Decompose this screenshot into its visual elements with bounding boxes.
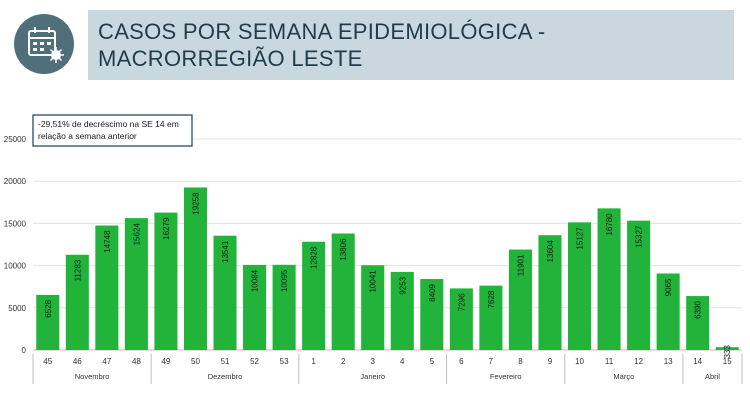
y-tick-label: 15000 [4,219,27,228]
bar [36,294,60,350]
x-tick-label: 52 [250,357,259,366]
bar [656,273,680,350]
annotation-box [32,114,193,147]
bar [479,285,503,350]
value-label: 6528 [44,299,53,317]
bar [302,241,326,350]
x-tick-label: 2 [341,357,346,366]
value-label: 10041 [369,270,378,293]
value-label: 6390 [694,301,703,319]
x-tick-label: 45 [43,357,52,366]
y-tick-label: 25000 [4,135,27,144]
value-label: 8409 [428,283,437,301]
value-label: 333 [723,345,732,359]
bar [538,235,562,350]
bar [243,264,267,350]
value-label: 11901 [516,254,525,276]
bar [124,218,148,350]
x-tick-label: 53 [280,357,289,366]
x-tick-label: 7 [489,357,494,366]
value-label: 9065 [664,278,673,296]
bar [65,254,89,350]
x-tick-label: 49 [161,357,170,366]
x-tick-label: 47 [102,357,111,366]
bar [331,233,355,350]
bar [183,187,208,350]
x-tick-label: 51 [221,357,230,366]
x-tick-label: 12 [634,357,643,366]
x-tick-label: 46 [73,357,82,366]
month-label: Dezembro [208,372,243,381]
x-tick-label: 11 [605,357,614,366]
bar [154,212,178,350]
bar [567,222,592,350]
month-label: Janeiro [360,372,385,381]
bar [686,296,710,350]
x-tick-label: 4 [400,357,405,366]
value-label: 12828 [310,246,319,269]
x-tick-label: 14 [693,357,702,366]
month-label: Fevereiro [490,372,522,381]
bar [95,225,119,350]
bar [715,347,739,350]
value-label: 14748 [103,230,112,253]
x-tick-label: 3 [371,357,376,366]
x-tick-label: 50 [191,357,200,366]
x-tick-label: 1 [311,357,316,366]
x-tick-label: 6 [459,357,464,366]
x-tick-label: 8 [518,357,523,366]
annotation-line-1: -29,51% de decréscimo na SE 14 em [38,119,179,129]
value-label: 16279 [162,217,171,240]
title-line-2: MACRORREGIÃO LESTE [98,46,363,71]
bar [449,288,473,350]
value-label: 16780 [605,213,614,236]
bar [390,271,414,350]
x-tick-label: 5 [430,357,435,366]
title-line-1: CASOS POR SEMANA EPIDEMIOLÓGICA - [98,19,546,44]
y-tick-label: 5000 [8,304,26,313]
bar [597,208,621,350]
value-label: 13541 [221,240,230,263]
value-label: 15327 [635,225,644,248]
value-label: 15127 [576,227,585,250]
y-tick-label: 20000 [4,177,27,186]
value-label: 13604 [546,240,555,263]
bar [627,220,651,350]
title-banner: CASOS POR SEMANA EPIDEMIOLÓGICA - MACROR… [88,10,734,80]
value-label: 15624 [132,223,141,246]
y-tick-label: 0 [22,346,27,355]
annotation-line-2: relação a semana anterior [38,131,137,141]
month-label: Abril [705,372,720,381]
value-label: 10084 [251,269,260,292]
y-tick-label: 10000 [4,262,27,271]
month-label: Novembro [75,372,110,381]
calendar-virus-icon [14,14,74,74]
bar [272,264,296,350]
value-label: 13806 [339,238,348,261]
value-label: 7628 [487,290,496,308]
x-tick-label: 13 [664,357,673,366]
bar [420,279,444,350]
value-label: 10095 [280,269,289,292]
month-label: Março [613,372,634,381]
x-tick-label: 9 [548,357,553,366]
bar [213,235,237,350]
value-label: 7296 [457,293,466,311]
value-label: 11283 [73,259,82,281]
bar [361,265,385,350]
x-tick-label: 15 [723,357,732,366]
x-tick-label: 10 [575,357,584,366]
bar [508,249,532,350]
value-label: 9253 [398,276,407,294]
x-tick-label: 48 [132,357,141,366]
value-label: 19258 [191,192,200,215]
